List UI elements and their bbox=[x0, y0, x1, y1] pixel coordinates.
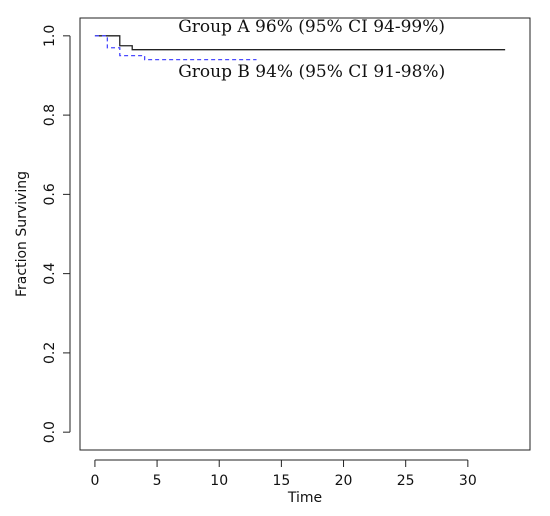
x-tick-label: 15 bbox=[272, 473, 290, 489]
y-tick-label: 0.4 bbox=[42, 262, 58, 284]
series-annotation-2: Group B 94% (95% CI 91-98%) bbox=[178, 62, 445, 82]
x-axis-title: Time bbox=[287, 490, 322, 506]
y-tick-label: 1.0 bbox=[42, 25, 58, 47]
x-tick-label: 25 bbox=[397, 473, 415, 489]
y-tick-label: 0.2 bbox=[42, 342, 58, 364]
y-tick-label: 0.0 bbox=[42, 421, 58, 443]
x-tick-label: 5 bbox=[153, 473, 162, 489]
x-tick-label: 30 bbox=[459, 473, 477, 489]
survival-curve-series-1 bbox=[94, 35, 506, 51]
series-annotation-1: Group A 96% (95% CI 94-99%) bbox=[178, 17, 445, 37]
y-axis-title: Fraction Surviving bbox=[14, 171, 30, 297]
plot-frame bbox=[79, 17, 531, 451]
y-tick-label: 0.8 bbox=[42, 104, 58, 126]
x-tick-label: 0 bbox=[90, 473, 99, 489]
y-tick-label: 0.6 bbox=[42, 183, 58, 205]
x-tick-label: 10 bbox=[210, 473, 228, 489]
survival-curve-series-2 bbox=[94, 35, 257, 61]
x-tick-label: 20 bbox=[335, 473, 353, 489]
